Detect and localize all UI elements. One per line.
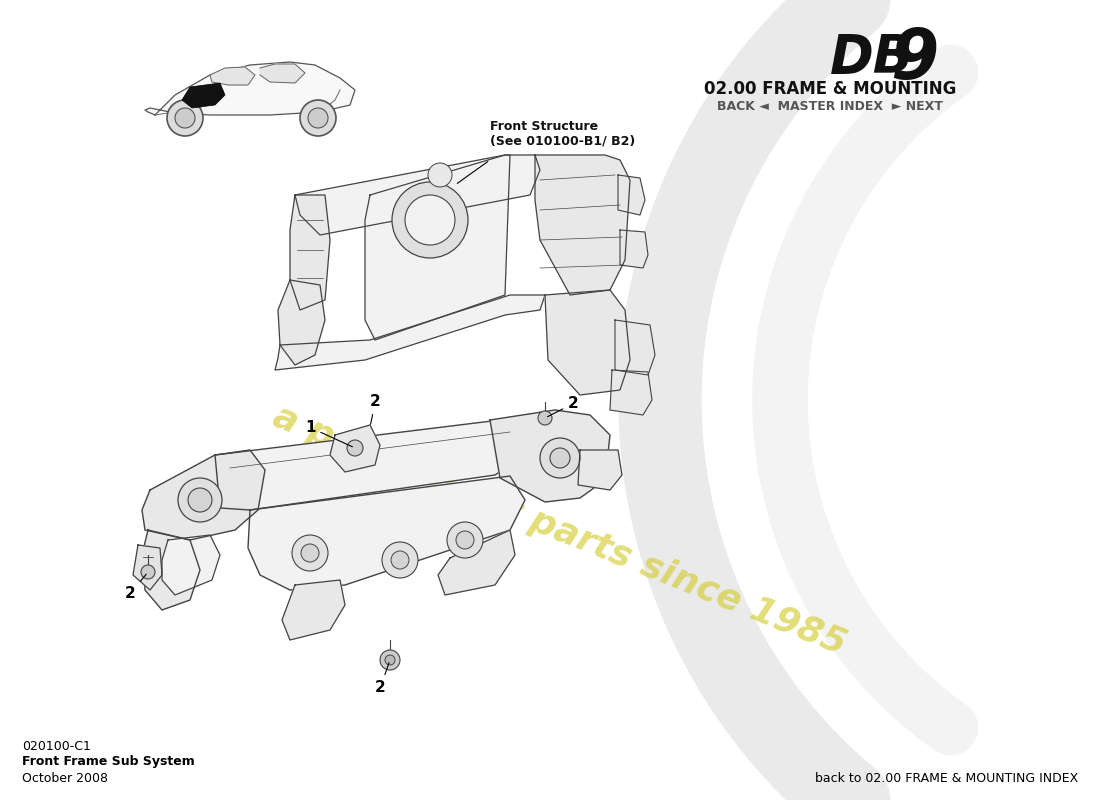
Circle shape — [405, 195, 455, 245]
Polygon shape — [618, 175, 645, 215]
Circle shape — [175, 108, 195, 128]
Text: 9: 9 — [890, 26, 938, 93]
Text: DB: DB — [830, 32, 914, 84]
Text: October 2008: October 2008 — [22, 772, 108, 785]
Polygon shape — [330, 425, 380, 472]
Circle shape — [390, 551, 409, 569]
Text: back to 02.00 FRAME & MOUNTING INDEX: back to 02.00 FRAME & MOUNTING INDEX — [815, 772, 1078, 785]
Circle shape — [428, 163, 452, 187]
Circle shape — [392, 182, 468, 258]
Polygon shape — [162, 535, 220, 595]
Circle shape — [300, 100, 336, 136]
Polygon shape — [182, 83, 225, 108]
Text: 2: 2 — [548, 396, 579, 417]
Circle shape — [188, 488, 212, 512]
Polygon shape — [290, 195, 330, 310]
Polygon shape — [615, 320, 654, 375]
Polygon shape — [365, 155, 510, 340]
Text: 1: 1 — [305, 420, 352, 447]
Text: 2: 2 — [370, 394, 381, 424]
Circle shape — [540, 438, 580, 478]
Polygon shape — [578, 450, 621, 490]
Polygon shape — [610, 370, 652, 415]
Text: Front Structure
(See 010100-B1/ B2): Front Structure (See 010100-B1/ B2) — [490, 120, 636, 148]
Text: BACK ◄  MASTER INDEX  ► NEXT: BACK ◄ MASTER INDEX ► NEXT — [717, 100, 943, 113]
Polygon shape — [275, 295, 544, 370]
Text: 02.00 FRAME & MOUNTING: 02.00 FRAME & MOUNTING — [704, 80, 956, 98]
Circle shape — [456, 531, 474, 549]
Polygon shape — [260, 64, 305, 83]
Polygon shape — [142, 450, 265, 540]
Polygon shape — [210, 67, 255, 85]
Polygon shape — [278, 280, 324, 365]
Polygon shape — [438, 530, 515, 595]
Circle shape — [178, 478, 222, 522]
Polygon shape — [145, 62, 355, 115]
Circle shape — [382, 542, 418, 578]
Circle shape — [292, 535, 328, 571]
Circle shape — [447, 522, 483, 558]
Text: Front Frame Sub System: Front Frame Sub System — [22, 755, 195, 768]
Polygon shape — [248, 476, 525, 590]
Polygon shape — [535, 155, 630, 295]
Circle shape — [379, 650, 400, 670]
Text: 2: 2 — [125, 574, 146, 601]
Circle shape — [550, 448, 570, 468]
Text: a passion for parts since 1985: a passion for parts since 1985 — [268, 399, 851, 661]
Circle shape — [346, 440, 363, 456]
Circle shape — [385, 655, 395, 665]
Polygon shape — [282, 580, 345, 640]
Polygon shape — [490, 410, 610, 502]
Polygon shape — [620, 230, 648, 268]
Circle shape — [167, 100, 204, 136]
Circle shape — [141, 565, 155, 579]
Polygon shape — [544, 290, 630, 395]
Text: 020100-C1: 020100-C1 — [22, 740, 91, 753]
Text: 2: 2 — [375, 662, 389, 695]
Polygon shape — [214, 420, 530, 510]
Circle shape — [538, 411, 552, 425]
Polygon shape — [142, 530, 200, 610]
Polygon shape — [295, 155, 540, 235]
Circle shape — [308, 108, 328, 128]
Polygon shape — [133, 545, 162, 590]
Circle shape — [301, 544, 319, 562]
